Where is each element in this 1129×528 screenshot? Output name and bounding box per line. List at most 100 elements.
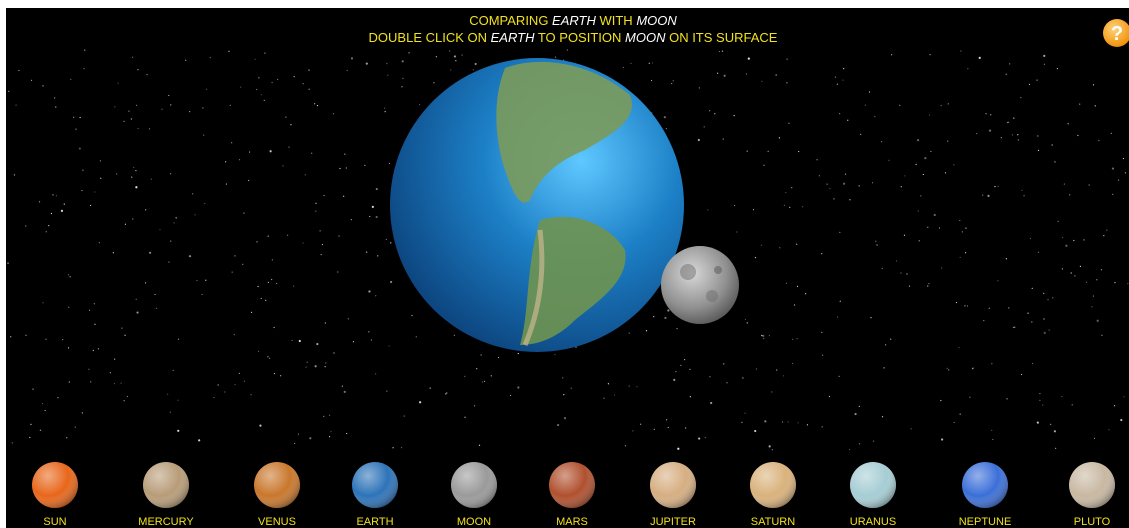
star [838, 375, 840, 377]
star [836, 83, 838, 85]
planet-button[interactable]: NEPTUNE [959, 462, 1012, 528]
planet-label: URANUS [850, 516, 896, 528]
star [269, 150, 272, 153]
star [1000, 137, 1002, 139]
star [234, 383, 236, 386]
star [847, 119, 849, 121]
star [203, 134, 205, 136]
star [159, 228, 161, 231]
moon-globe[interactable] [661, 246, 739, 324]
star [1047, 299, 1049, 301]
star [55, 106, 57, 108]
planet-button[interactable]: SATURN [750, 462, 796, 528]
star [744, 318, 747, 321]
star [390, 242, 392, 244]
planet-button[interactable]: MARS [549, 462, 595, 528]
star [900, 186, 902, 188]
star [613, 394, 616, 396]
star [941, 438, 944, 441]
star [885, 344, 887, 346]
earth-globe[interactable] [390, 58, 684, 352]
star [915, 163, 917, 166]
star [1053, 430, 1056, 433]
star [964, 252, 967, 254]
planet-button[interactable]: URANUS [850, 462, 896, 528]
star [39, 429, 42, 431]
star [368, 331, 370, 333]
star [271, 81, 273, 84]
star [135, 298, 137, 300]
star [67, 274, 70, 276]
star [204, 202, 206, 205]
star [324, 322, 326, 324]
star [959, 256, 961, 259]
star [948, 369, 950, 371]
star [798, 150, 800, 153]
star [778, 137, 781, 139]
star [306, 361, 308, 363]
star [969, 396, 971, 398]
star [858, 405, 860, 407]
star [168, 94, 170, 97]
star [562, 377, 564, 379]
star [169, 411, 171, 413]
star [697, 138, 700, 142]
star [265, 299, 267, 301]
planet-shade [143, 462, 189, 508]
star [797, 422, 799, 424]
planet-button[interactable]: MOON [451, 462, 497, 528]
star [775, 74, 777, 76]
star [161, 108, 163, 110]
star [120, 382, 122, 384]
star [1048, 329, 1050, 331]
star [375, 187, 378, 191]
star [667, 309, 670, 312]
star [1071, 404, 1073, 406]
planet-button[interactable]: PLUTO [1069, 462, 1115, 528]
planet-button[interactable]: VENUS [254, 462, 300, 528]
star [1093, 437, 1096, 439]
star [73, 116, 75, 118]
star [1043, 54, 1046, 58]
planet-button[interactable]: SUN [32, 462, 78, 528]
star [135, 170, 137, 172]
star [201, 293, 203, 296]
star [910, 428, 912, 430]
planet-button[interactable]: EARTH [352, 462, 398, 528]
star [400, 447, 403, 449]
star [344, 153, 346, 155]
star [982, 194, 984, 196]
planet-button[interactable]: MERCURY [138, 462, 194, 528]
star [746, 322, 748, 324]
help-button[interactable]: ? [1103, 19, 1129, 47]
star [858, 185, 860, 187]
star [858, 443, 861, 445]
star [271, 278, 273, 281]
star [144, 282, 147, 284]
star [25, 225, 27, 227]
star [135, 186, 138, 189]
star [339, 167, 341, 170]
star [1085, 281, 1088, 283]
star [714, 113, 716, 115]
star [476, 368, 478, 370]
star [1063, 183, 1065, 185]
star [978, 56, 981, 59]
star [685, 427, 687, 429]
star [698, 87, 700, 89]
star [385, 238, 387, 241]
star [473, 405, 476, 407]
star [683, 358, 686, 361]
star [97, 348, 99, 350]
star [67, 347, 70, 349]
star [785, 282, 788, 284]
star [665, 128, 667, 130]
star [940, 399, 942, 402]
star [302, 83, 304, 85]
star [802, 206, 804, 208]
star [256, 88, 258, 91]
planet-button[interactable]: JUPITER [650, 462, 696, 528]
star [1127, 283, 1129, 285]
star [816, 159, 818, 161]
star [92, 349, 94, 352]
